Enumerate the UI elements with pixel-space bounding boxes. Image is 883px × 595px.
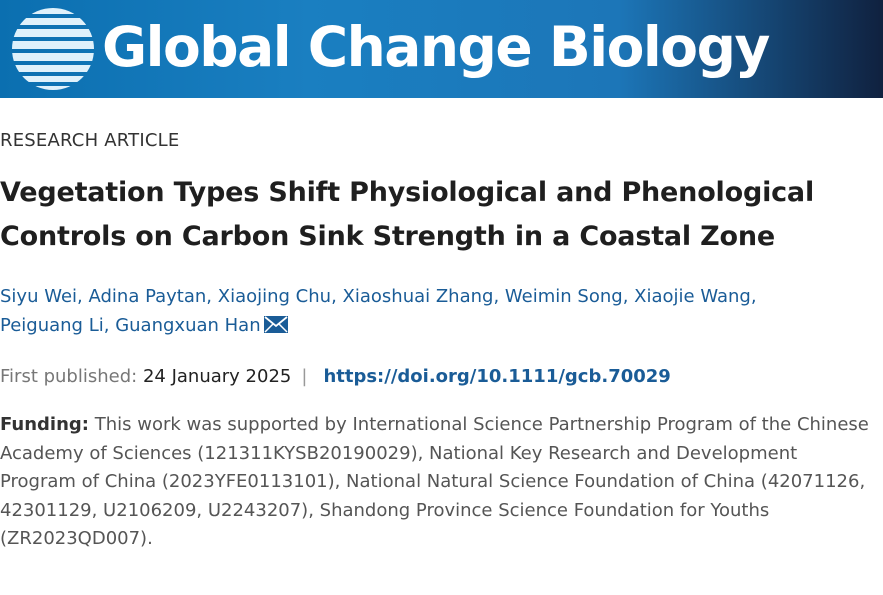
divider: |: [301, 366, 308, 387]
first-published-date: 24 January 2025: [142, 366, 292, 387]
funding-label: Funding:: [0, 414, 89, 435]
mail-icon[interactable]: [263, 316, 288, 333]
author-link[interactable]: Siyu Wei: [0, 286, 78, 307]
globe-icon: [12, 8, 94, 90]
author-link[interactable]: Guangxuan Han: [115, 315, 261, 336]
funding-statement: Funding: This work was supported by Inte…: [0, 411, 872, 554]
author-link[interactable]: Xiaoshuai Zhang: [342, 286, 494, 307]
article-type-label: RESEARCH ARTICLE: [0, 130, 180, 151]
journal-banner: Global Change Biology: [0, 0, 883, 98]
funding-text: This work was supported by International…: [0, 414, 869, 549]
author-link[interactable]: Xiaojie Wang: [634, 286, 751, 307]
publication-info: First published: 24 January 2025 | https:/…: [0, 363, 671, 391]
first-published-label: First published:: [0, 366, 138, 387]
author-link[interactable]: Adina Paytan: [88, 286, 207, 307]
journal-title[interactable]: Global Change Biology: [102, 15, 770, 79]
author-list: Siyu Wei, Adina Paytan, Xiaojing Chu, Xi…: [0, 286, 757, 336]
author-link[interactable]: Xiaojing Chu: [217, 286, 332, 307]
author-link[interactable]: Peiguang Li: [0, 315, 104, 336]
article-title: Vegetation Types Shift Physiological and…: [0, 177, 815, 252]
doi-link[interactable]: https://doi.org/10.1111/gcb.70029: [323, 366, 671, 387]
author-link[interactable]: Weimin Song: [504, 286, 623, 307]
